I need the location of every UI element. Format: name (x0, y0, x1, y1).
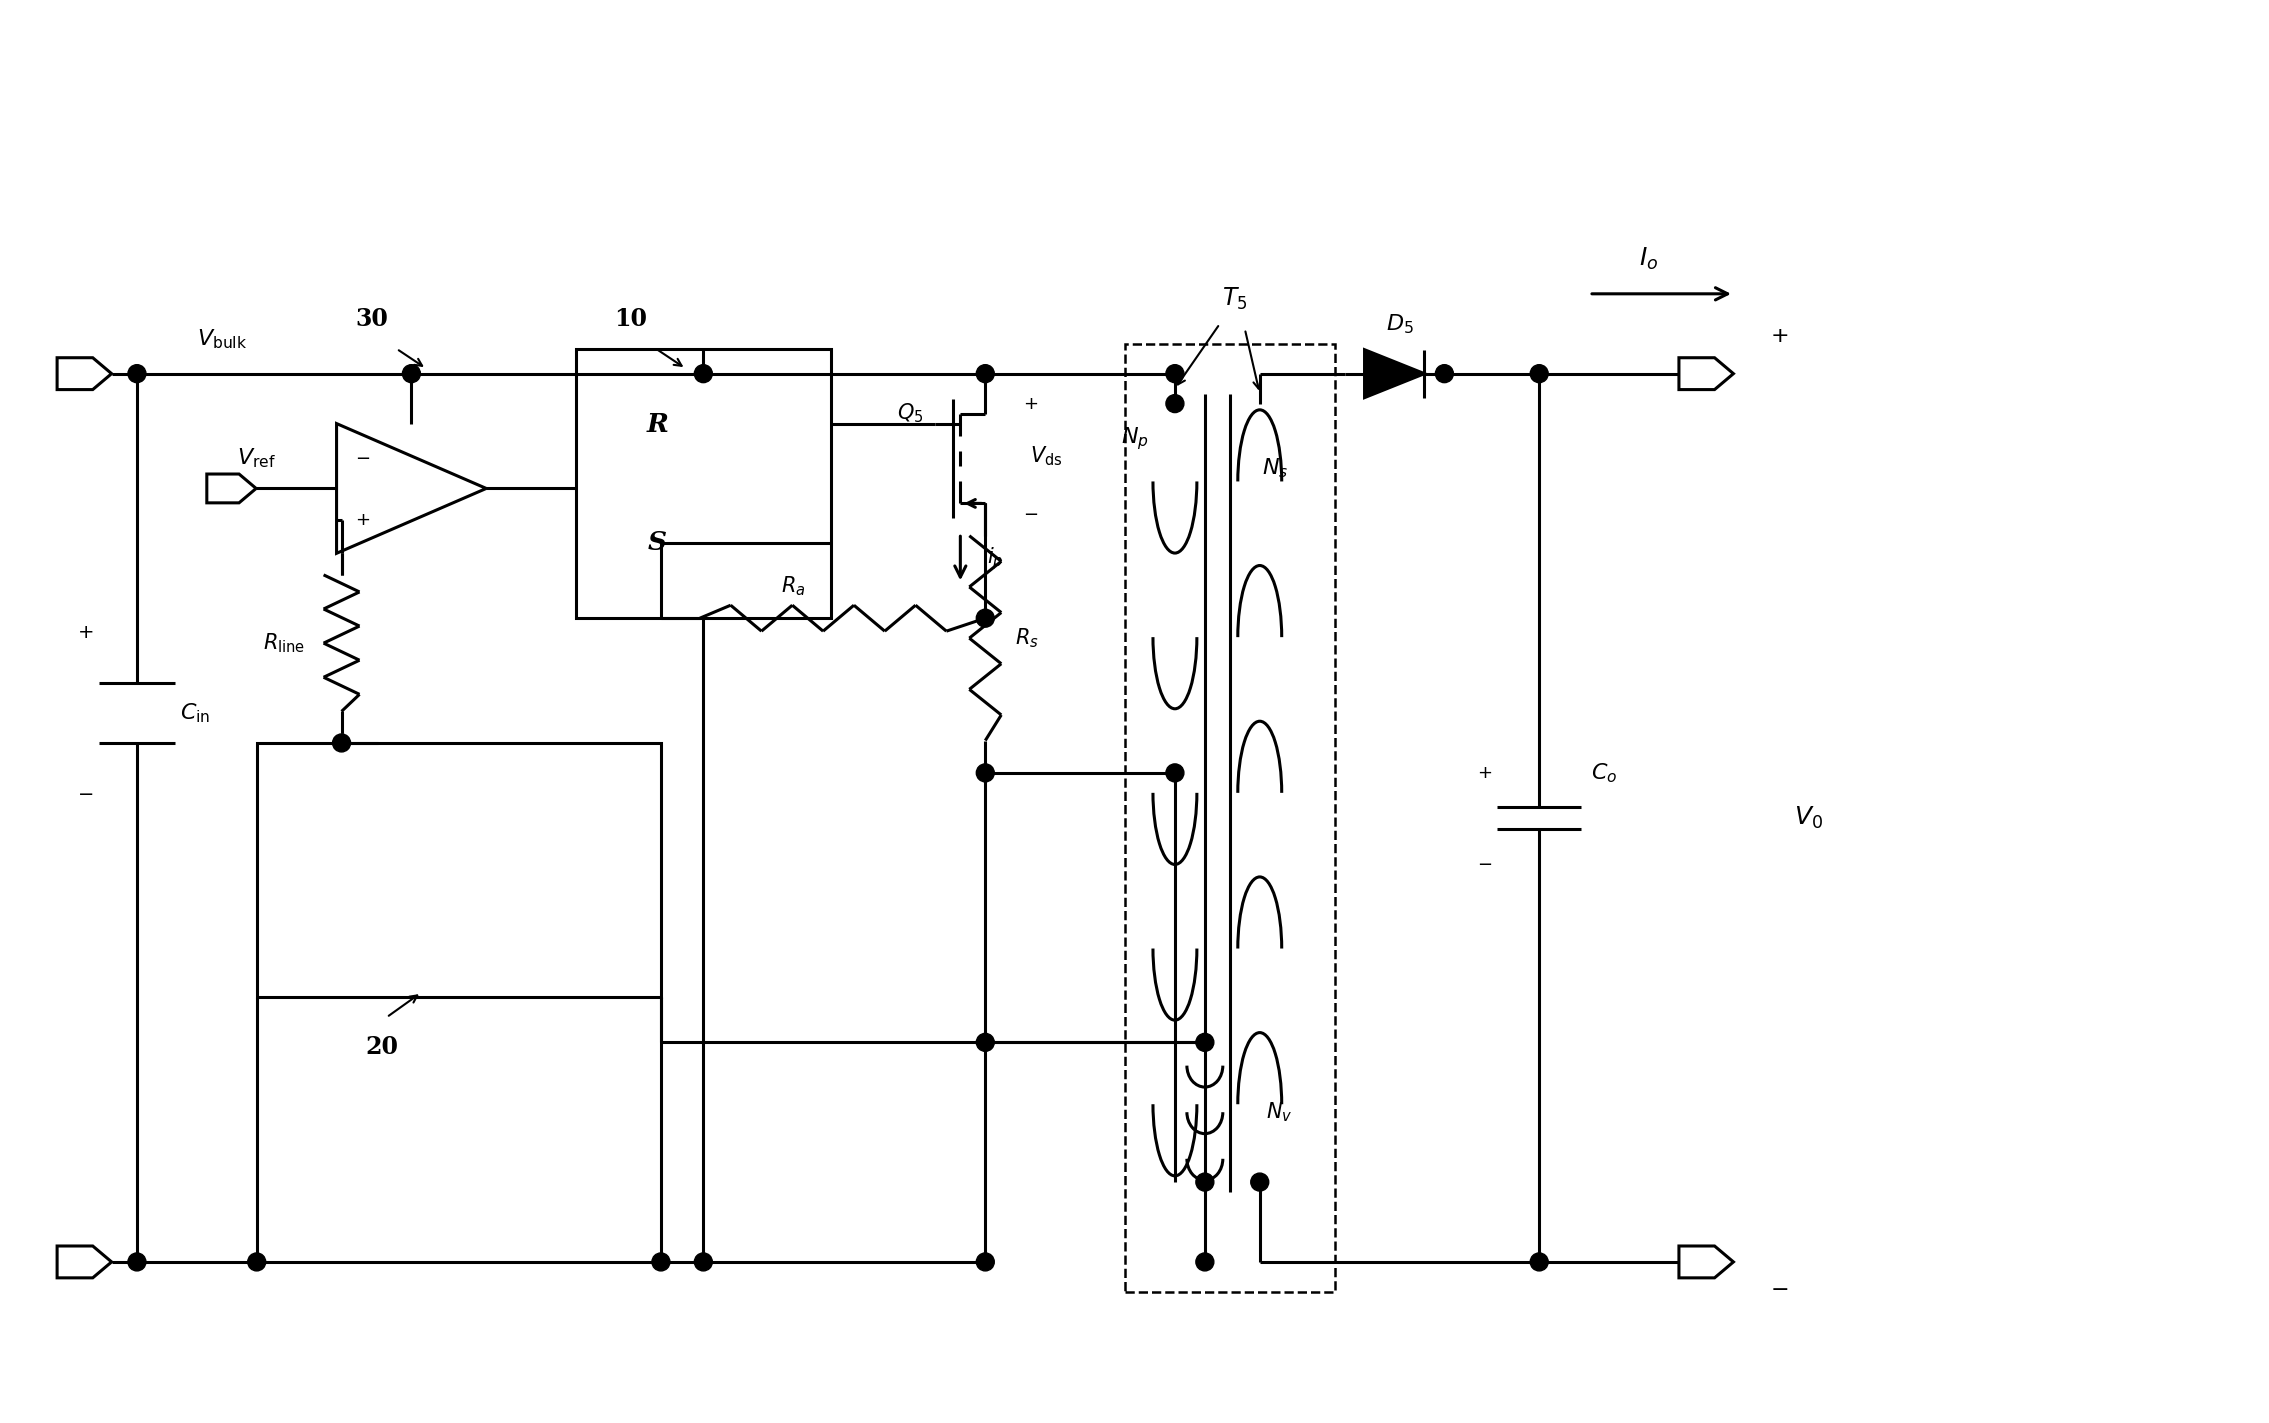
Circle shape (976, 1033, 994, 1052)
Circle shape (976, 364, 994, 383)
Circle shape (976, 609, 994, 628)
Text: $+$: $+$ (356, 511, 370, 528)
Circle shape (976, 1252, 994, 1271)
Bar (576, 349, 830, 618)
Circle shape (651, 1252, 669, 1271)
Text: $V_{\rm bulk}$: $V_{\rm bulk}$ (197, 327, 247, 350)
Text: $V_{\rm ref}$: $V_{\rm ref}$ (238, 447, 277, 470)
Circle shape (1166, 364, 1184, 383)
Circle shape (402, 364, 420, 383)
Text: $+$: $+$ (1023, 394, 1037, 413)
Text: $+$: $+$ (1770, 324, 1788, 347)
Text: $+$: $+$ (1477, 764, 1493, 781)
Text: $C_o$: $C_o$ (1591, 761, 1618, 784)
Text: $i_p$: $i_p$ (987, 545, 1003, 572)
Text: $N_v$: $N_v$ (1266, 1100, 1293, 1124)
Circle shape (334, 734, 349, 751)
Text: $D_5$: $D_5$ (1386, 312, 1414, 336)
Text: $+$: $+$ (77, 625, 93, 642)
Text: $R_{\rm line}$: $R_{\rm line}$ (263, 632, 304, 655)
Polygon shape (1364, 350, 1425, 397)
Text: R: R (647, 411, 669, 437)
Bar (1125, 344, 1334, 1292)
Text: 10: 10 (615, 307, 647, 330)
Circle shape (1436, 364, 1454, 383)
Text: $N_p$: $N_p$ (1121, 425, 1148, 453)
Circle shape (127, 1252, 145, 1271)
Text: $C_{\rm in}$: $C_{\rm in}$ (179, 702, 211, 724)
Circle shape (976, 764, 994, 781)
Text: $-$: $-$ (1770, 1276, 1788, 1299)
Text: S: S (649, 531, 667, 555)
Text: $V_0$: $V_0$ (1795, 804, 1824, 831)
Text: 20: 20 (365, 1036, 397, 1059)
Circle shape (694, 364, 712, 383)
Text: 30: 30 (354, 307, 388, 330)
Circle shape (694, 1252, 712, 1271)
Circle shape (1196, 1173, 1214, 1191)
Circle shape (1166, 394, 1184, 413)
Text: $-$: $-$ (1477, 854, 1493, 872)
Text: $R_a$: $R_a$ (781, 575, 805, 598)
Circle shape (1196, 1033, 1214, 1052)
Text: $V_{\rm ds}$: $V_{\rm ds}$ (1030, 444, 1062, 468)
Text: $-$: $-$ (356, 448, 370, 467)
Text: $R_s$: $R_s$ (1014, 626, 1039, 650)
Text: $-$: $-$ (77, 784, 93, 801)
Text: $N_s$: $N_s$ (1262, 457, 1289, 481)
Circle shape (247, 1252, 265, 1271)
Text: $I_o$: $I_o$ (1640, 246, 1659, 272)
Circle shape (1529, 364, 1547, 383)
Text: $T_5$: $T_5$ (1223, 286, 1248, 312)
Bar (256, 743, 660, 998)
Circle shape (1166, 764, 1184, 781)
Circle shape (1250, 1173, 1268, 1191)
Circle shape (1196, 1252, 1214, 1271)
Circle shape (1529, 1252, 1547, 1271)
Text: $-$: $-$ (1023, 504, 1037, 522)
Text: $Q_5$: $Q_5$ (896, 401, 923, 425)
Circle shape (127, 364, 145, 383)
